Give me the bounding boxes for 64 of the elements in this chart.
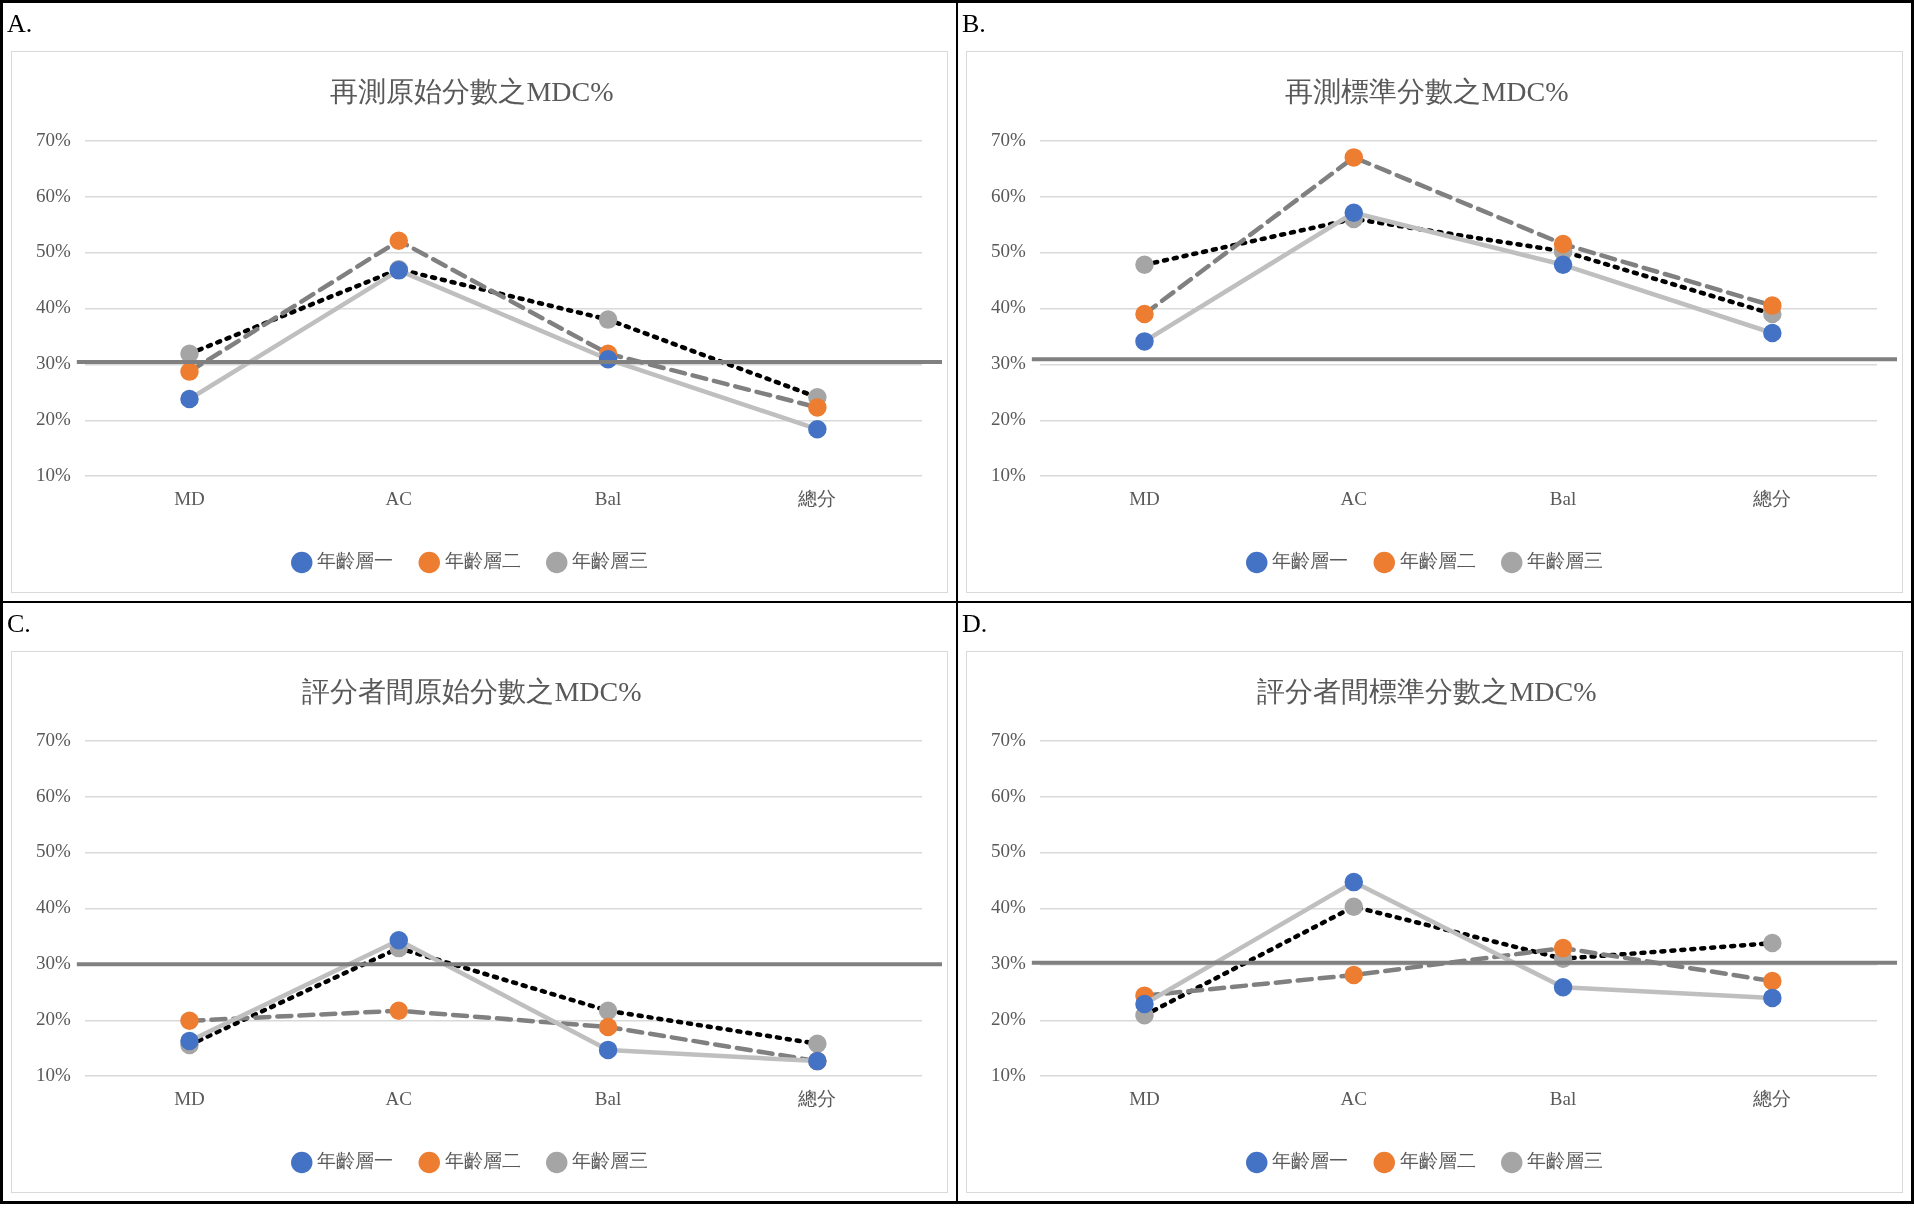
y-tick-label: 70% <box>991 728 1026 750</box>
legend-label: 年齡層三 <box>1527 550 1604 572</box>
chart-title: 再測原始分數之MDC% <box>330 76 614 108</box>
y-tick-label: 50% <box>991 840 1026 862</box>
y-tick-label: 30% <box>36 352 71 374</box>
y-tick-label: 40% <box>36 896 71 918</box>
x-tick-label: 總分 <box>1752 487 1792 509</box>
y-tick-label: 70% <box>36 728 71 750</box>
text: B. <box>962 9 986 39</box>
x-tick-label: Bal <box>1549 487 1577 509</box>
y-tick-label: 30% <box>991 952 1026 974</box>
x-tick-label: 總分 <box>797 1087 837 1109</box>
y-tick-label: 20% <box>36 408 71 430</box>
x-tick-label: AC <box>1340 1087 1367 1109</box>
legend-label: 年齡層二 <box>1399 550 1476 572</box>
x-tick-label: MD <box>174 1087 205 1109</box>
y-tick-label: 60% <box>991 184 1026 206</box>
text: A. <box>7 9 33 39</box>
legend-label: 年齡層一 <box>1272 1150 1349 1172</box>
y-tick-label: 20% <box>991 1008 1026 1030</box>
y-tick-label: 60% <box>36 784 71 806</box>
legend-label: 年齡層三 <box>1527 1150 1604 1172</box>
text: C. <box>7 609 31 639</box>
y-tick-label: 60% <box>36 184 71 206</box>
x-tick-label: AC <box>385 487 412 509</box>
chart-title: 評分者間標準分數之MDC% <box>1257 676 1597 708</box>
chart-title: 評分者間原始分數之MDC% <box>302 676 642 708</box>
x-tick-label: 總分 <box>1752 1087 1792 1109</box>
y-tick-label: 40% <box>991 896 1026 918</box>
text: D. <box>962 609 988 639</box>
y-tick-label: 50% <box>36 840 71 862</box>
y-tick-label: 30% <box>36 952 71 974</box>
x-tick-label: Bal <box>594 487 622 509</box>
y-tick-label: 50% <box>991 240 1026 262</box>
y-tick-label: 10% <box>36 1064 71 1086</box>
legend-label: 年齡層二 <box>444 1150 521 1172</box>
y-tick-label: 20% <box>36 1008 71 1030</box>
y-tick-label: 40% <box>36 296 71 318</box>
legend-label: 年齡層一 <box>1272 550 1349 572</box>
x-tick-label: MD <box>1129 487 1160 509</box>
legend-label: 年齡層一 <box>317 550 394 572</box>
legend-label: 年齡層三 <box>572 550 649 572</box>
x-tick-label: Bal <box>1549 1087 1577 1109</box>
x-tick-label: AC <box>385 1087 412 1109</box>
y-tick-label: 70% <box>991 128 1026 150</box>
x-tick-label: AC <box>1340 487 1367 509</box>
y-tick-label: 10% <box>991 1064 1026 1086</box>
x-tick-label: Bal <box>594 1087 622 1109</box>
y-tick-label: 60% <box>991 784 1026 806</box>
y-tick-label: 10% <box>991 464 1026 486</box>
y-tick-label: 50% <box>36 240 71 262</box>
x-tick-label: 總分 <box>797 487 837 509</box>
legend-label: 年齡層一 <box>317 1150 394 1172</box>
y-tick-label: 70% <box>36 128 71 150</box>
legend-label: 年齡層二 <box>1399 1150 1476 1172</box>
chart-title: 再測標準分數之MDC% <box>1285 76 1569 108</box>
legend-label: 年齡層二 <box>444 550 521 572</box>
y-tick-label: 40% <box>991 296 1026 318</box>
y-tick-label: 20% <box>991 408 1026 430</box>
x-tick-label: MD <box>1129 1087 1160 1109</box>
x-tick-label: MD <box>174 487 205 509</box>
legend-label: 年齡層三 <box>572 1150 649 1172</box>
y-tick-label: 10% <box>36 464 71 486</box>
y-tick-label: 30% <box>991 352 1026 374</box>
